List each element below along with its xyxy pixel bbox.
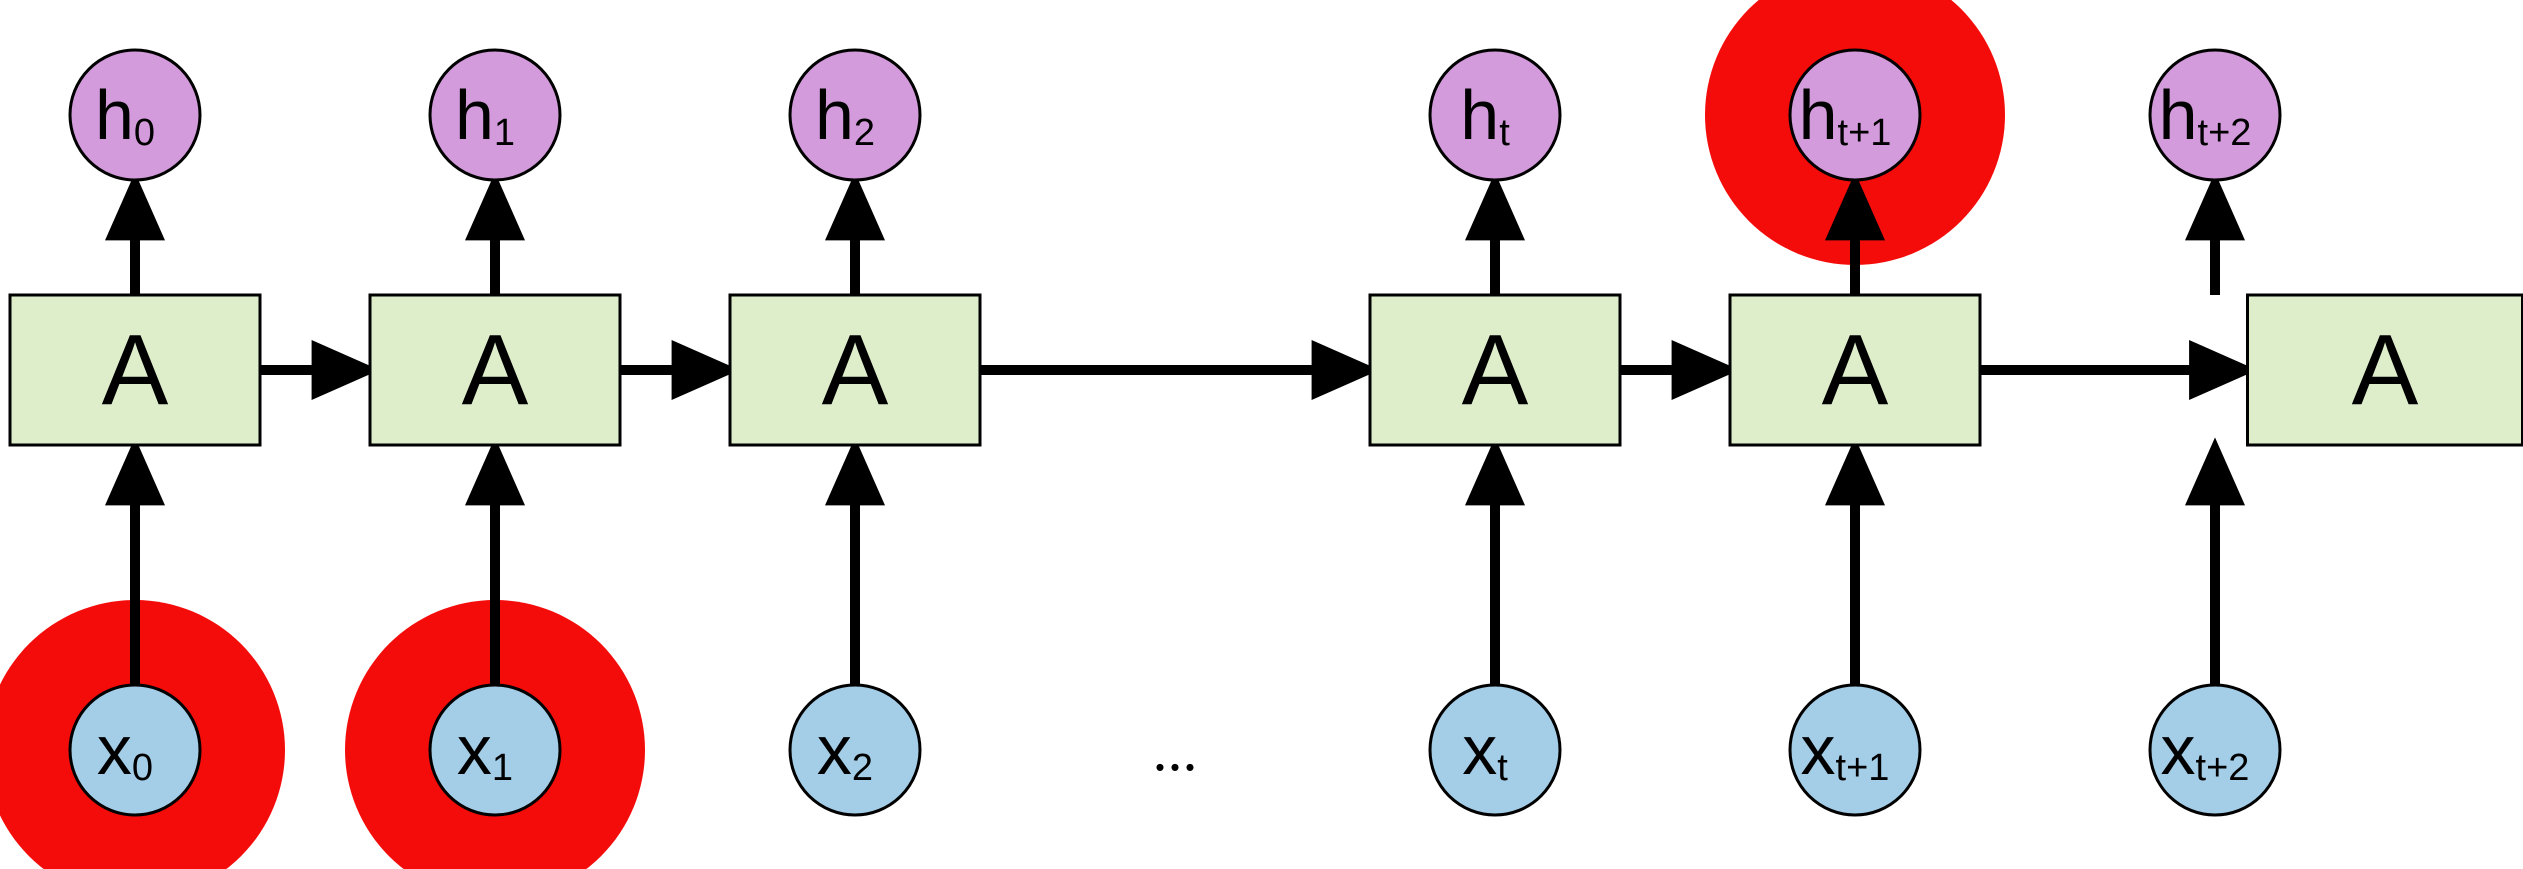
cell-t2: A [2248,295,2523,445]
x-0: x0 [70,685,200,815]
cell-t1: A [1730,295,1980,445]
cell-2: A [730,295,980,445]
cell-1: A [370,295,620,445]
cell-t1-label: A [1822,314,1889,426]
ellipsis: ... [1153,717,1198,783]
h-1: h1 [430,50,560,180]
x-t2: xt+2 [2150,685,2280,815]
x-2: x2 [790,685,920,815]
h-0: h0 [70,50,200,180]
cell-0: A [10,295,260,445]
cell-2-label: A [822,314,889,426]
rnn-diagram: A A A A A Ah0 h1 h2 ht ht+1 ht+2 x0 x1 x2 xt xt+1 xt+2..… [0,0,2523,869]
cell-t: A [1370,295,1620,445]
x-t: xt [1430,685,1560,815]
cell-t2-label: A [2352,314,2419,426]
h-t: ht [1430,50,1560,180]
h-t1: ht+1 [1790,50,1920,180]
cell-1-label: A [462,314,529,426]
h-t2: ht+2 [2150,50,2280,180]
x-1: x1 [430,685,560,815]
cell-0-label: A [102,314,169,426]
cell-t-label: A [1462,314,1529,426]
h-2: h2 [790,50,920,180]
x-t1: xt+1 [1790,685,1920,815]
